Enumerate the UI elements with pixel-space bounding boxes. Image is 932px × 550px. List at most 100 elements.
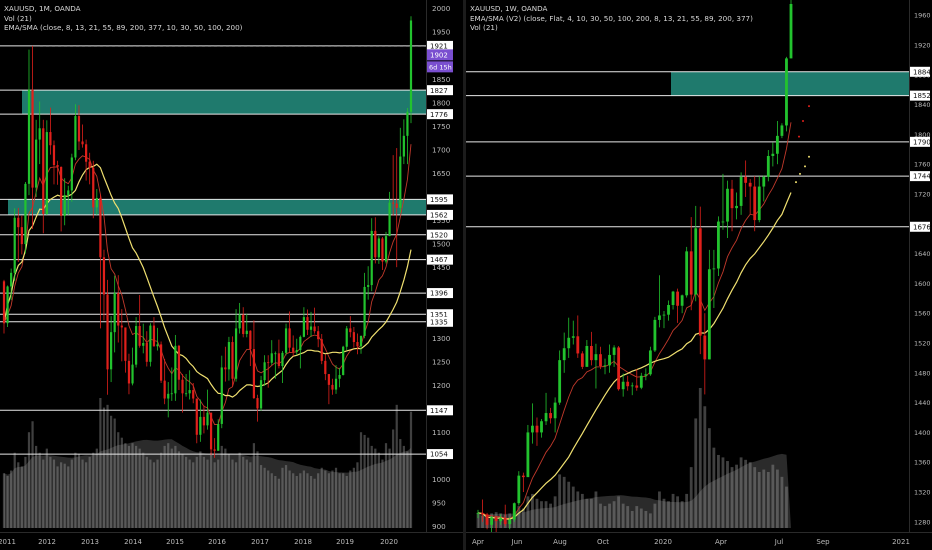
level-price-text: 1790 — [913, 138, 931, 146]
volume-bar — [306, 473, 309, 528]
volume-bar — [388, 448, 391, 528]
candle — [789, 0, 793, 59]
candle — [576, 315, 580, 358]
candle — [512, 502, 516, 522]
price-tick-label: 1250 — [432, 357, 451, 366]
time-tick-label: 2014 — [124, 538, 142, 546]
current-price-text: 1902 — [430, 51, 448, 59]
candle-body — [70, 157, 73, 191]
candle-body — [553, 402, 557, 419]
candle-body — [13, 217, 16, 273]
volume-bar — [599, 503, 602, 528]
candle — [159, 341, 163, 383]
candle — [199, 399, 202, 442]
level-price-label: 1147 — [427, 405, 453, 416]
price-tick-label: 1320 — [914, 489, 931, 497]
level-price-label: 1335 — [427, 316, 453, 327]
candle-body — [644, 374, 648, 376]
candle-body — [558, 360, 562, 403]
candle — [594, 343, 598, 389]
candle-body — [356, 342, 359, 347]
panel-divider[interactable] — [463, 0, 466, 550]
candle-body — [192, 390, 195, 399]
level-price-text: 1054 — [430, 451, 448, 459]
candle — [309, 311, 313, 337]
time-tick-label: 2021 — [892, 538, 910, 546]
volume-bar — [292, 473, 295, 528]
time-tick-label: 2012 — [38, 538, 56, 546]
candle — [402, 119, 405, 165]
volume-bar — [174, 445, 177, 528]
volume-bar — [544, 501, 548, 528]
price-tick-label: 1950 — [432, 28, 451, 37]
candle — [685, 246, 689, 298]
level-price-label: 1776 — [427, 109, 453, 120]
candle — [648, 346, 652, 376]
volume-bar — [352, 467, 355, 528]
candle — [267, 355, 270, 388]
candle — [780, 123, 784, 139]
volume-bar — [109, 415, 113, 528]
candle — [299, 335, 302, 369]
volume-bar — [535, 498, 539, 528]
candle — [635, 369, 639, 391]
candle — [56, 160, 59, 185]
price-tick-label: 1000 — [432, 475, 451, 484]
candle — [388, 191, 391, 237]
candle — [302, 307, 306, 338]
monthly-chart-panel[interactable]: 2000195019001850180017501700165016001550… — [0, 0, 463, 550]
volume-bar — [694, 418, 698, 528]
level-price-label: 1744 — [910, 171, 931, 182]
candle-body — [494, 517, 498, 522]
candle — [535, 417, 539, 446]
price-tick-label: 1640 — [914, 250, 931, 258]
candle-body — [220, 367, 223, 424]
volume-bar — [2, 473, 6, 528]
candle — [88, 152, 91, 185]
level-price-tag — [427, 194, 453, 205]
candle-body — [131, 364, 134, 384]
monthly-chart[interactable]: 2000195019001850180017501700165016001550… — [0, 0, 463, 550]
candle — [490, 515, 494, 533]
time-tick-label: Jul — [774, 538, 784, 546]
candle-body — [95, 197, 98, 208]
candle-body — [149, 325, 152, 362]
level-price-text: 1827 — [430, 87, 448, 95]
candle — [626, 375, 630, 391]
volume-bars — [476, 388, 791, 528]
volume-bar — [313, 478, 316, 528]
level-price-text: 1744 — [913, 173, 931, 181]
volume-bar — [56, 466, 59, 528]
volume-bar — [309, 476, 313, 528]
volume-bar — [612, 501, 616, 528]
candle — [589, 331, 593, 366]
level-price-label: 1595 — [427, 194, 453, 205]
candle — [324, 354, 327, 381]
volume-bar — [377, 452, 380, 528]
candle-body — [381, 238, 384, 262]
volume-bar — [775, 469, 779, 528]
candle — [113, 275, 116, 353]
weekly-chart[interactable]: 1960192018801840180017601720168016401600… — [466, 0, 932, 550]
candle-body — [327, 374, 330, 385]
time-axis: Apr Jun Aug Oct 2020 Apr Jul Sep 2021 — [466, 532, 932, 546]
candle-body — [694, 228, 698, 295]
level-price-tag — [427, 316, 453, 327]
candle — [762, 175, 766, 202]
candle-body — [320, 339, 323, 361]
volume-bar — [17, 462, 20, 528]
current-price-label: 1902 6d 15h — [427, 49, 453, 73]
weekly-chart-panel[interactable]: 1960192018801840180017601720168016401600… — [466, 0, 932, 550]
candle-body — [142, 342, 145, 346]
price-tick-label: 1840 — [914, 101, 931, 109]
volume-bar — [227, 454, 231, 528]
volume-bar — [277, 478, 281, 528]
volume-bar — [202, 456, 206, 528]
candle-body — [580, 353, 584, 367]
candle-body — [698, 228, 702, 336]
candle — [102, 249, 106, 321]
volume-indicator-label: Vol (21) — [4, 13, 32, 23]
volume-bar — [384, 443, 388, 528]
volume-bar — [106, 404, 109, 528]
volume-bar — [284, 465, 288, 528]
